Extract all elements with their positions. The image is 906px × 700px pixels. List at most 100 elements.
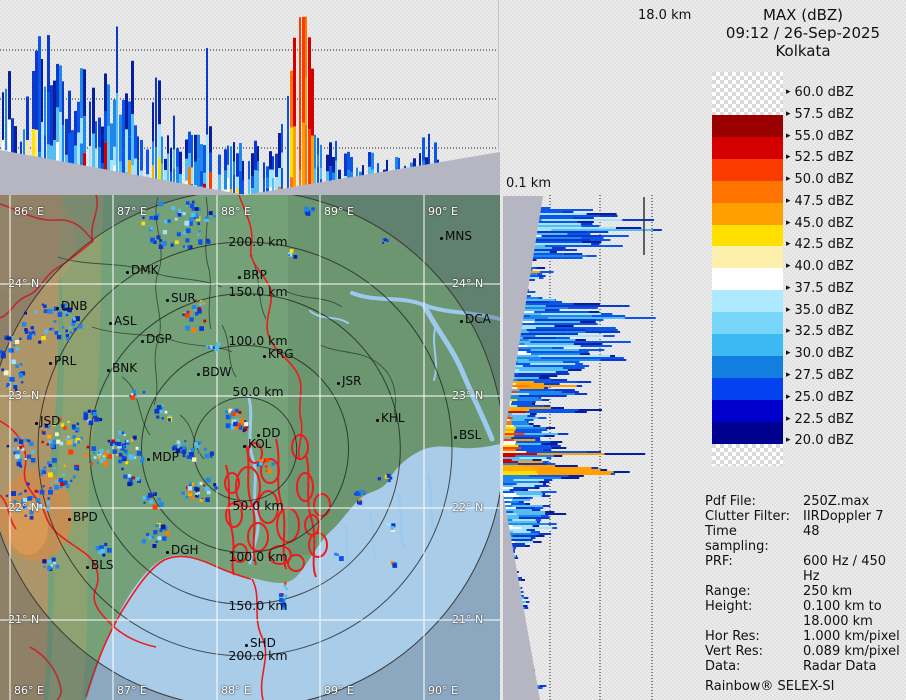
- profile-bar: [89, 101, 91, 147]
- profile-bar: [371, 152, 374, 170]
- metadata-label: Hor Res:: [705, 629, 760, 644]
- profile-bar: [386, 159, 388, 177]
- profile-bar-side: [511, 545, 525, 547]
- echo-pixel: [93, 452, 96, 455]
- echo-pixel: [46, 507, 50, 511]
- echo-pixel: [162, 230, 167, 235]
- profile-bar: [170, 172, 172, 187]
- profile-bar-side: [610, 473, 616, 475]
- profile-bar-side: [567, 233, 591, 235]
- echo-pixel: [88, 420, 94, 426]
- profile-bar-side: [511, 529, 527, 531]
- legend-entry: ▸ 35.0 dBZ: [786, 303, 854, 318]
- echo-pixel: [31, 450, 35, 454]
- metadata-label: Range:: [705, 584, 751, 599]
- land-tan-west: [0, 195, 62, 700]
- profile-bar: [308, 129, 311, 195]
- profile-bar-side: [518, 371, 556, 373]
- profile-bar-side: [511, 403, 532, 405]
- profile-bar-side: [573, 343, 603, 345]
- echo-pixel: [65, 333, 70, 338]
- profile-bar: [122, 100, 125, 152]
- echo-pixel: [67, 307, 72, 313]
- profile-bar: [107, 84, 110, 127]
- profile-bar: [8, 71, 11, 120]
- legend-entry-label: 52.5 dBZ: [794, 150, 854, 166]
- profile-bar: [104, 142, 107, 194]
- profile-bar-side: [503, 477, 519, 479]
- echo-pixel: [24, 330, 29, 334]
- profile-bar: [254, 170, 257, 194]
- echo-pixel: [106, 450, 110, 454]
- echo-pixel: [195, 494, 198, 498]
- profile-bar-side: [586, 323, 598, 325]
- profile-bar-side: [580, 223, 593, 225]
- profile-bar: [47, 92, 50, 145]
- echo-pixel: [41, 303, 44, 306]
- profile-bar: [95, 148, 97, 173]
- echo-pixel: [189, 203, 195, 208]
- profile-bar: [227, 177, 229, 194]
- echo-pixel: [152, 504, 158, 510]
- echo-pixel: [24, 458, 27, 460]
- echo-pixel: [188, 491, 193, 496]
- metadata-value: IIRDoppler 7: [803, 509, 884, 524]
- legend-entry-label: 25.0 dBZ: [794, 389, 854, 405]
- profile-bar: [299, 17, 301, 107]
- profile-bar: [314, 134, 316, 169]
- profile-bar-side: [538, 275, 546, 277]
- profile-bar-side: [591, 341, 631, 343]
- echo-pixel: [203, 319, 207, 323]
- profile-bar-side: [527, 323, 586, 325]
- profile-bar-side: [512, 525, 533, 527]
- profile-bar-side: [503, 467, 534, 469]
- profile-bar-side: [596, 319, 604, 321]
- echo-pixel: [0, 353, 6, 359]
- profile-bar: [257, 146, 259, 162]
- echo-pixel: [103, 450, 109, 456]
- profile-bar-side: [511, 459, 533, 461]
- echo-pixel: [358, 501, 363, 505]
- profile-bar-side: [516, 483, 543, 485]
- echo-pixel: [191, 200, 195, 204]
- profile-bar-side: [528, 223, 581, 225]
- top-profile-panel: [0, 0, 500, 195]
- profile-bar: [89, 146, 91, 169]
- profile-bar: [263, 187, 265, 194]
- echo-pixel: [58, 310, 61, 313]
- echo-pixel: [128, 478, 133, 483]
- legend-entry: ▸ 50.0 dBZ: [786, 172, 854, 187]
- profile-bar-side: [503, 363, 531, 365]
- profile-bar-side: [503, 517, 519, 519]
- echo-pixel: [53, 306, 59, 311]
- beam-wedge-top: [503, 196, 543, 445]
- profile-bar-side: [578, 409, 602, 411]
- profile-bar-side: [520, 251, 550, 253]
- echo-pixel: [10, 377, 15, 382]
- profile-bar: [56, 107, 59, 143]
- echo-pixel: [195, 213, 199, 216]
- profile-bar-side: [591, 315, 626, 317]
- echo-pixel: [390, 526, 395, 530]
- profile-bar: [209, 126, 212, 153]
- profile-bar: [329, 166, 332, 185]
- profile-bar-side: [503, 463, 518, 465]
- echo-pixel: [293, 255, 298, 259]
- profile-bar-side: [517, 387, 544, 389]
- echo-pixel: [278, 593, 283, 598]
- echo-pixel: [62, 326, 65, 329]
- echo-pixel: [216, 342, 221, 346]
- profile-bar-side: [519, 543, 525, 545]
- profile-bar-side: [512, 509, 532, 511]
- legend-entry: ▸ 37.5 dBZ: [786, 281, 854, 296]
- profile-bar: [20, 141, 22, 164]
- profile-bar-side: [536, 267, 546, 269]
- echo-pixel: [187, 486, 192, 491]
- profile-bar-side: [529, 499, 530, 501]
- profile-bar-side: [545, 513, 567, 515]
- profile-bar-side: [549, 445, 561, 447]
- echo-pixel: [202, 302, 205, 305]
- profile-bar: [200, 170, 203, 187]
- profile-bar: [158, 124, 161, 158]
- profile-bar-side: [586, 255, 597, 257]
